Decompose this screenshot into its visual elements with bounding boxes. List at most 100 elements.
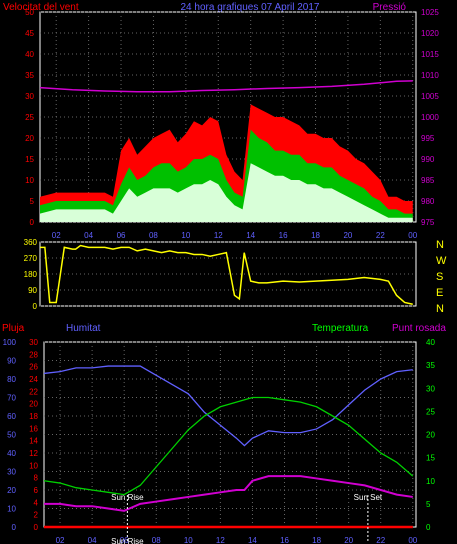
chart1-left-tick: 30 <box>25 92 34 101</box>
chart1-left-tick: 45 <box>25 29 34 38</box>
temperature-tick: 15 <box>426 454 435 463</box>
humidity-tick: 10 <box>7 505 16 514</box>
rain-tick: 12 <box>29 449 38 458</box>
chart1-right-tick: 975 <box>421 218 435 227</box>
chart1-x-tick: 20 <box>343 231 352 240</box>
chart3-x-tick: 20 <box>344 536 353 544</box>
chart1-left-tick: 50 <box>25 8 34 17</box>
chart1-right-tick: 1015 <box>421 50 439 59</box>
temperature-tick: 5 <box>426 500 431 509</box>
chart3-humidity-label: Humitat <box>66 323 101 334</box>
chart1-x-tick: 22 <box>376 231 385 240</box>
chart1-left-tick: 40 <box>25 50 34 59</box>
chart1-right-tick: 1020 <box>421 29 439 38</box>
temperature-tick: 20 <box>426 431 435 440</box>
chart2-left-tick: 270 <box>24 254 38 263</box>
chart1-left-tick: 15 <box>25 155 34 164</box>
chart1-right-tick: 1025 <box>421 8 439 17</box>
chart2-compass-label: N <box>436 239 444 251</box>
humidity-tick: 0 <box>12 523 17 532</box>
humidity-tick: 20 <box>7 486 16 495</box>
temperature-tick: 35 <box>426 361 435 370</box>
humidity-tick: 90 <box>7 357 16 366</box>
chart1-x-tick: 06 <box>117 231 126 240</box>
rain-tick: 16 <box>29 424 38 433</box>
sunset-label: Sun Set <box>354 493 383 502</box>
chart1-right-tick: 995 <box>421 134 435 143</box>
temperature-tick: 0 <box>426 523 431 532</box>
chart2-left-tick: 360 <box>24 238 38 247</box>
chart1-x-tick: 00 <box>408 231 417 240</box>
chart1-x-tick: 16 <box>279 231 288 240</box>
chart1-right-tick: 1010 <box>421 71 439 80</box>
chart1-right-tick: 990 <box>421 155 435 164</box>
chart1-right-tick: 985 <box>421 176 435 185</box>
chart3-x-tick: 12 <box>216 536 225 544</box>
chart3-x-tick: 14 <box>248 536 257 544</box>
sunrise-label: Sun Rise <box>111 493 144 502</box>
temperature-tick: 40 <box>426 338 435 347</box>
chart1-x-tick: 04 <box>84 231 93 240</box>
rain-tick: 0 <box>34 523 39 532</box>
rain-tick: 22 <box>29 387 38 396</box>
chart1-right-tick: 980 <box>421 197 435 206</box>
dewpoint-line <box>44 475 413 512</box>
humidity-tick: 60 <box>7 412 16 421</box>
humidity-tick: 100 <box>3 338 17 347</box>
chart3-rain-label: Pluja <box>2 323 25 334</box>
chart3-dewpoint-label: Punt rosada <box>392 323 446 334</box>
rain-tick: 6 <box>34 486 39 495</box>
chart1-x-tick: 14 <box>246 231 255 240</box>
chart1-x-tick: 02 <box>52 231 61 240</box>
chart1-left-label: Velocitat del vent <box>3 2 79 13</box>
chart1-x-tick: 08 <box>149 231 158 240</box>
chart1-left-tick: 25 <box>25 113 34 122</box>
rain-tick: 4 <box>34 498 39 507</box>
rain-tick: 26 <box>29 363 38 372</box>
humidity-tick: 70 <box>7 394 16 403</box>
pressure-line <box>39 80 413 93</box>
rain-tick: 30 <box>29 338 38 347</box>
chart3-x-tick: 00 <box>408 536 417 544</box>
chart1-left-tick: 5 <box>30 197 35 206</box>
wind-pressure-chart: 0510152025303540455097598098599099510001… <box>25 8 439 240</box>
chart2-left-tick: 0 <box>33 302 38 311</box>
temperature-tick: 10 <box>426 477 435 486</box>
chart2-compass-label: W <box>436 255 447 267</box>
chart1-x-tick: 18 <box>311 231 320 240</box>
humidity-tick: 40 <box>7 449 16 458</box>
temperature-line <box>43 396 414 496</box>
rain-tick: 2 <box>34 511 39 520</box>
humidity-tick: 30 <box>7 468 16 477</box>
chart3-x-tick: 02 <box>56 536 65 544</box>
rain-tick: 28 <box>29 350 38 359</box>
rain-tick: 8 <box>34 474 39 483</box>
chart1-left-tick: 10 <box>25 176 34 185</box>
chart1-right-tick: 1000 <box>421 113 439 122</box>
chart1-left-tick: 0 <box>30 218 35 227</box>
chart3-x-tick: 08 <box>152 536 161 544</box>
chart1-left-tick: 35 <box>25 71 34 80</box>
chart2-compass-label: S <box>436 271 443 283</box>
rain-tick: 20 <box>29 400 38 409</box>
rain-tick: 14 <box>29 437 38 446</box>
chart3-temperature-label: Temperatura <box>312 323 369 334</box>
humidity-tick: 50 <box>7 431 16 440</box>
chart1-left-tick: 20 <box>25 134 34 143</box>
temperature-tick: 30 <box>426 384 435 393</box>
rain-tick: 10 <box>29 461 38 470</box>
chart3-x-tick: 04 <box>88 536 97 544</box>
chart3-x-tick: 22 <box>376 536 385 544</box>
chart3-x-tick: 06 <box>120 536 129 544</box>
humidity-tick: 80 <box>7 375 16 384</box>
chart3-x-tick: 10 <box>184 536 193 544</box>
chart1-x-tick: 10 <box>181 231 190 240</box>
chart3-x-tick: 16 <box>280 536 289 544</box>
chart1-right-label: Pressió <box>373 2 407 13</box>
chart2-compass-label: E <box>436 287 443 299</box>
rain-tick: 24 <box>29 375 38 384</box>
rain-tick: 18 <box>29 412 38 421</box>
temp-humidity-chart: 0102030405060708090100024681012141618202… <box>3 338 436 544</box>
